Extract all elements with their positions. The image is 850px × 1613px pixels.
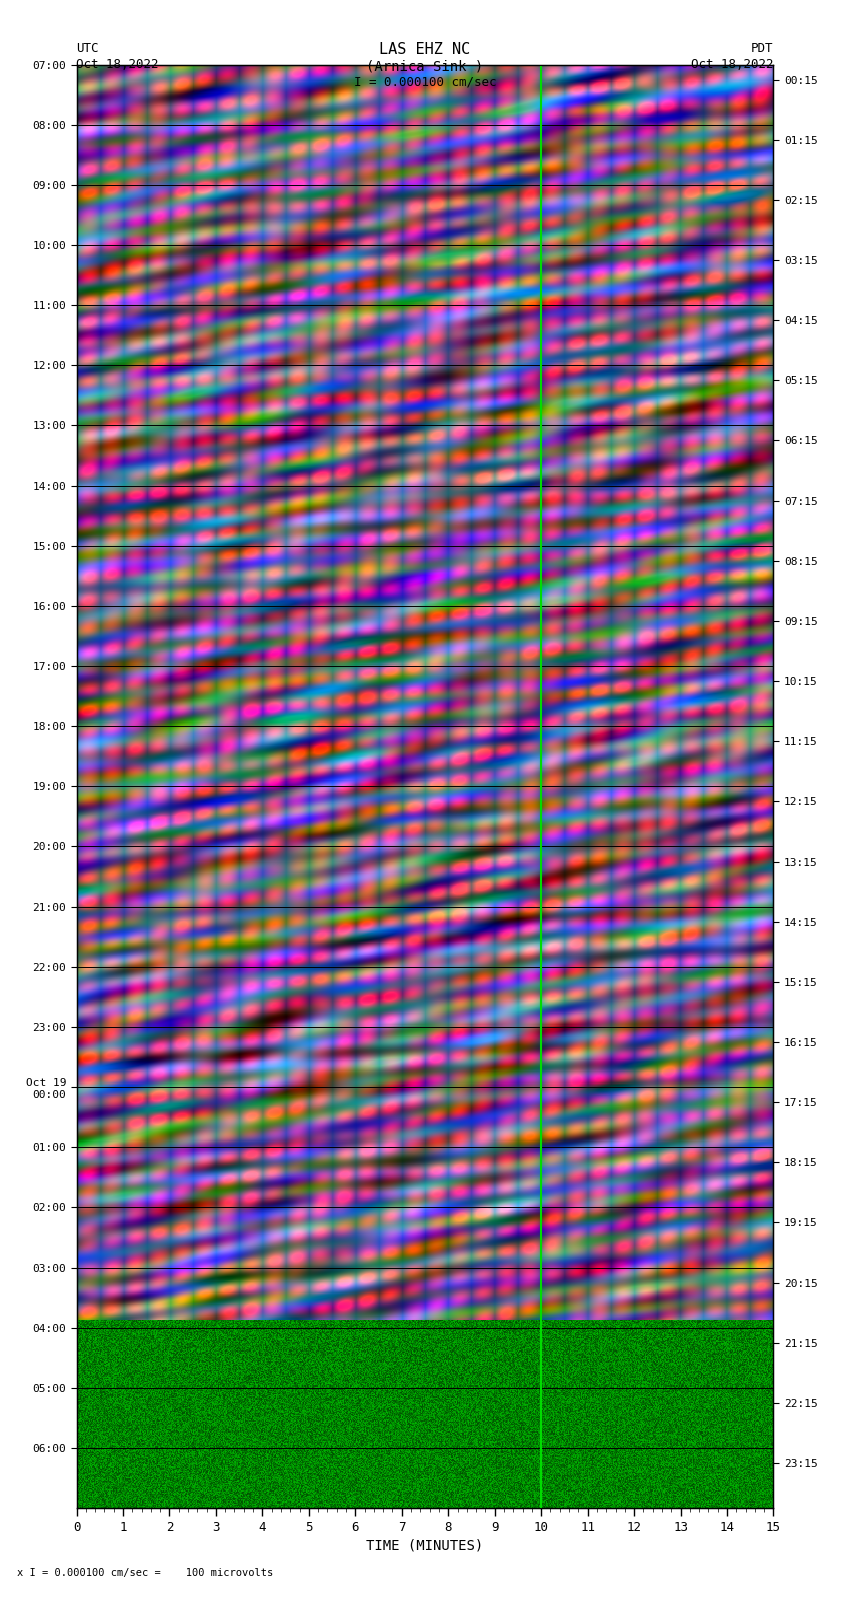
Text: Oct 18,2022: Oct 18,2022 [691,58,774,71]
Text: I = 0.000100 cm/sec: I = 0.000100 cm/sec [354,76,496,89]
Text: x I = 0.000100 cm/sec =    100 microvolts: x I = 0.000100 cm/sec = 100 microvolts [17,1568,273,1578]
Text: PDT: PDT [751,42,774,55]
Text: (Arnica Sink ): (Arnica Sink ) [366,60,484,74]
Text: Oct 18,2022: Oct 18,2022 [76,58,159,71]
Text: LAS EHZ NC: LAS EHZ NC [379,42,471,56]
X-axis label: TIME (MINUTES): TIME (MINUTES) [366,1539,484,1553]
Text: UTC: UTC [76,42,99,55]
